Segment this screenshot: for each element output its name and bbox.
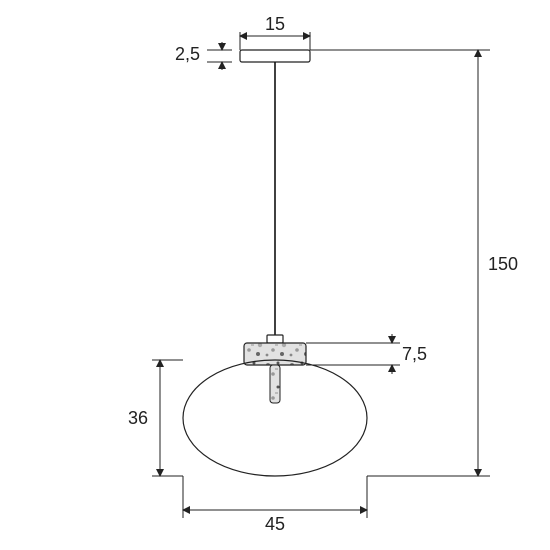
cord-fitting bbox=[267, 335, 283, 343]
dim-canopy-height: 2,5 bbox=[175, 44, 200, 64]
dim-overall-height: 150 bbox=[488, 254, 518, 274]
socket-tube bbox=[270, 365, 280, 403]
dim-shade-width: 45 bbox=[265, 514, 285, 534]
dim-cap-height: 7,5 bbox=[402, 344, 427, 364]
dim-shade-height: 36 bbox=[128, 408, 148, 428]
dim-canopy-width: 15 bbox=[265, 14, 285, 34]
lamp-dimension-diagram: 150 15 2,5 7,5 36 45 bbox=[0, 0, 550, 550]
canopy bbox=[240, 50, 310, 62]
